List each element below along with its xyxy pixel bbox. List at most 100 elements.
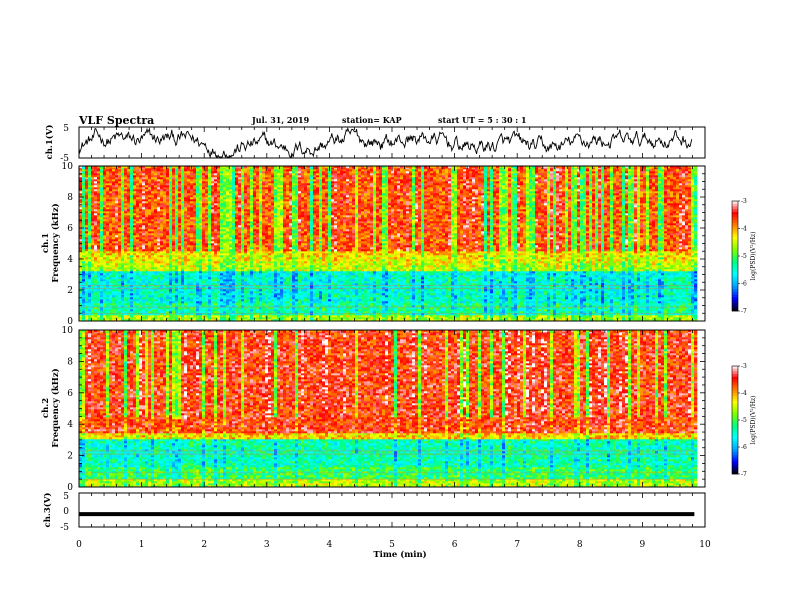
spectrogram-cell (175, 191, 179, 194)
spectrogram-cell (193, 173, 197, 176)
spectrogram-cell (268, 179, 272, 182)
spectrogram-cell (238, 227, 242, 230)
spectrogram-cell (100, 263, 104, 266)
spectrogram-cell (79, 221, 83, 224)
spectrogram-cell (127, 289, 131, 292)
spectrogram-cell (154, 281, 158, 284)
spectrogram-cell (250, 219, 254, 222)
spectrogram-cell (172, 319, 176, 322)
spectrogram-cell (127, 267, 131, 270)
spectrogram-cell (139, 199, 143, 202)
spectrogram-cell (223, 287, 227, 290)
spectrogram-cell (115, 255, 119, 258)
spectrogram-cell (166, 231, 170, 234)
spectrogram-cell (85, 229, 89, 232)
spectrogram-cell (202, 241, 206, 244)
spectrogram-cell (262, 189, 266, 192)
spectrogram-cell (106, 249, 110, 252)
spectrogram-cell (121, 237, 125, 240)
spectrogram-cell (115, 239, 119, 242)
spectrogram-cell (97, 205, 101, 208)
spectrogram-cell (265, 231, 269, 234)
spectrogram-cell (133, 273, 137, 276)
spectrogram-cell (244, 271, 248, 274)
spectrogram-cell (103, 205, 107, 208)
spectrogram-cell (265, 187, 269, 190)
spectrogram-cell (268, 281, 272, 284)
spectrogram-cell (259, 261, 263, 264)
spectrogram-cell (91, 307, 95, 310)
spectrogram-cell (157, 271, 161, 274)
spectrogram-cell (181, 205, 185, 208)
spectrogram-cell (208, 287, 212, 290)
spectrogram-cell (187, 211, 191, 214)
spectrogram-cell (250, 265, 254, 268)
spectrogram-cell (157, 263, 161, 266)
spectrogram-cell (211, 249, 215, 252)
spectrogram-cell (214, 191, 218, 194)
spectrogram-cell (241, 227, 245, 230)
spectrogram-cell (190, 187, 194, 190)
spectrogram-cell (151, 231, 155, 234)
spectrogram-cell (136, 175, 140, 178)
spectrogram-cell (268, 271, 272, 274)
spectrogram-cell (109, 319, 113, 322)
spectrogram-cell (229, 193, 233, 196)
spectrogram-cell (166, 197, 170, 200)
spectrogram-cell (256, 303, 260, 306)
spectrogram-cell (181, 289, 185, 292)
spectrogram-cell (262, 181, 266, 184)
spectrogram-cell (145, 187, 149, 190)
spectrogram-cell (148, 311, 152, 314)
spectrogram-cell (88, 225, 92, 228)
spectrogram-cell (139, 277, 143, 280)
spectrogram-cell (115, 203, 119, 206)
spectrogram-cell (82, 187, 86, 190)
spectrogram-cell (244, 187, 248, 190)
spectrogram-cell (181, 299, 185, 302)
spectrogram-cell (142, 285, 146, 288)
spectrogram-cell (214, 317, 218, 320)
spectrogram-cell (247, 209, 251, 212)
spectrogram-cell (136, 295, 140, 298)
spectrogram-cell (118, 271, 122, 274)
spectrogram-cell (259, 223, 263, 226)
spectrogram-cell (169, 265, 173, 268)
spectrogram-cell (109, 269, 113, 272)
spectrogram-cell (196, 166, 200, 169)
spectrogram-cell (217, 243, 221, 246)
spectrogram-cell (118, 313, 122, 316)
spectrogram-cell (91, 166, 95, 169)
spectrogram-cell (250, 205, 254, 208)
spectrogram-cell (88, 287, 92, 290)
spectrogram-cell (103, 187, 107, 190)
spectrogram-cell (250, 317, 254, 320)
spectrogram-cell (79, 293, 83, 296)
spectrogram-cell (232, 263, 236, 266)
spectrogram-cell (259, 197, 263, 200)
spectrogram-cell (103, 243, 107, 246)
spectrogram-cell (265, 295, 269, 298)
spectrogram-cell (94, 175, 98, 178)
spectrogram-cell (181, 267, 185, 270)
spectrogram-cell (268, 269, 272, 272)
spectrogram-cell (148, 211, 152, 214)
spectrogram-cell (211, 169, 215, 172)
spectrogram-cell (166, 251, 170, 254)
spectrogram-cell (238, 301, 242, 304)
spectrogram-cell (127, 189, 131, 192)
spectrogram-cell (175, 233, 179, 236)
spectrogram-cell (187, 199, 191, 202)
spectrogram-cell (127, 193, 131, 196)
spectrogram-cell (256, 227, 260, 230)
spectrogram-cell (229, 287, 233, 290)
spectrogram-cell (160, 203, 164, 206)
spectrogram-cell (247, 253, 251, 256)
spectrogram-cell (160, 293, 164, 296)
spectrogram-cell (229, 305, 233, 308)
spectrogram-cell (262, 213, 266, 216)
spectrogram-cell (259, 283, 263, 286)
spectrogram-cell (160, 271, 164, 274)
spectrogram-cell (208, 251, 212, 254)
spectrogram-cell (166, 273, 170, 276)
